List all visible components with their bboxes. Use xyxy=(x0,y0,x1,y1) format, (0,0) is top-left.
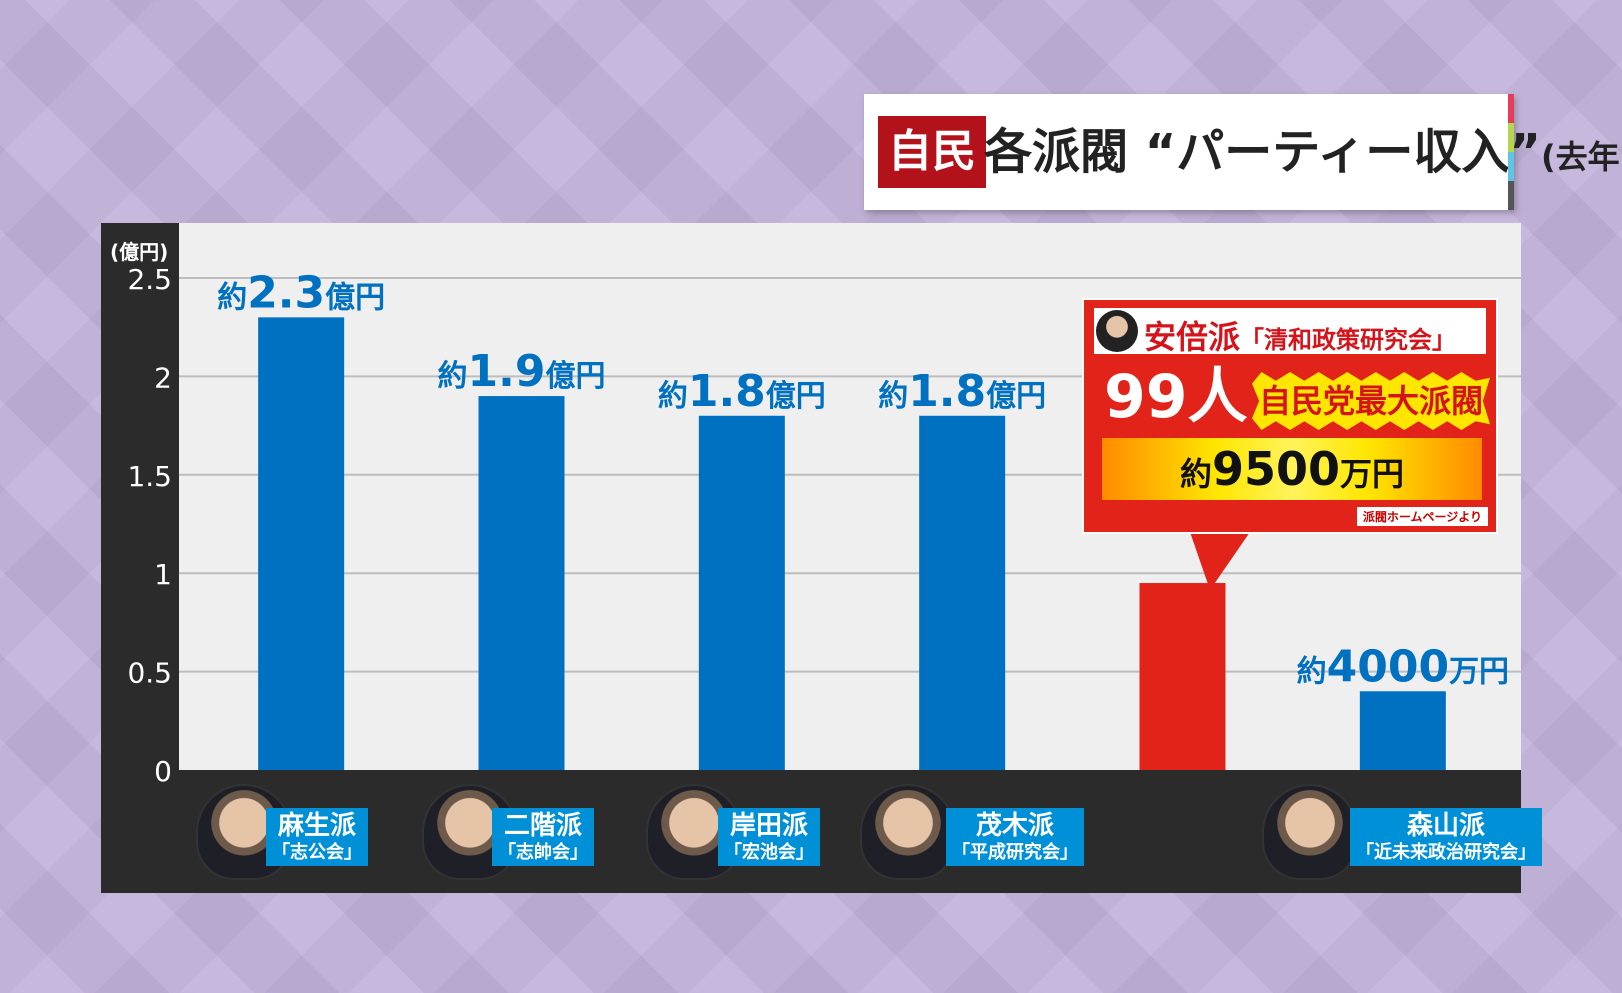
faction-name: 二階派 xyxy=(503,811,582,841)
callout-group-name: 「清和政策研究会」 xyxy=(1240,326,1457,354)
stripe-1 xyxy=(1508,94,1514,123)
callout-faction-name: 安倍派 xyxy=(1144,318,1241,356)
y-tick-label: 1.5 xyxy=(127,460,172,493)
abe-faction-callout: 安倍派「清和政策研究会」 99人 自民党最大派閥 約9500万円 派閥ホームペー… xyxy=(1082,298,1498,534)
moriyama-portrait xyxy=(1262,784,1358,880)
y-tick-label: 1 xyxy=(154,558,172,591)
bar-二階派 xyxy=(478,396,565,770)
amount-number: 9500 xyxy=(1211,442,1341,496)
source-note: 派閥ホームページより xyxy=(1356,507,1488,526)
party-badge: 自民 xyxy=(878,116,986,188)
amount-unit: 万円 xyxy=(1340,455,1405,493)
faction-name: 森山派 xyxy=(1406,811,1485,841)
bar-value-label: 約4000万円 xyxy=(1297,641,1509,692)
bar-茂木派 xyxy=(919,415,1006,770)
amount-prefix: 約 xyxy=(1179,455,1212,493)
callout-header: 安倍派「清和政策研究会」 xyxy=(1094,308,1486,356)
callout-pointer xyxy=(1190,532,1250,590)
motegi-portrait xyxy=(860,784,956,880)
faction-tag-nikai: 二階派 「志帥会」 xyxy=(492,808,594,866)
faction-tag-moriyama: 森山派 「近未来政治研究会」 xyxy=(1350,808,1542,866)
title-stripes xyxy=(1508,94,1514,210)
faction-tag-motegi: 茂木派 「平成研究会」 xyxy=(946,808,1084,866)
title-box: 自民 各派閥 “パーティー収入”(去年) xyxy=(864,94,1622,210)
abe-income-amount: 約9500万円 xyxy=(1102,438,1482,500)
y-tick-label: 0 xyxy=(154,755,172,788)
stripe-2 xyxy=(1508,123,1514,152)
stripe-4 xyxy=(1508,181,1514,210)
faction-group: 「宏池会」 xyxy=(724,842,814,863)
bar-value-label: 約1.8億円 xyxy=(878,366,1046,417)
faction-group: 「志公会」 xyxy=(272,842,362,863)
bar-安倍派 xyxy=(1139,583,1226,770)
chart-title: 各派閥 “パーティー収入”(去年) xyxy=(984,116,1622,193)
stripe-3 xyxy=(1508,152,1514,181)
y-tick-label: 2 xyxy=(154,361,172,394)
y-tick-label: 0.5 xyxy=(127,657,172,690)
faction-name: 麻生派 xyxy=(277,811,356,841)
bar-岸田派 xyxy=(698,415,785,770)
bar-麻生派 xyxy=(258,317,345,770)
bar-value-label: 約2.3億円 xyxy=(217,267,385,318)
faction-group: 「近未来政治研究会」 xyxy=(1356,842,1536,863)
faction-tag-aso: 麻生派 「志公会」 xyxy=(266,808,368,866)
abe-portrait xyxy=(1096,310,1138,352)
faction-group: 「平成研究会」 xyxy=(952,842,1078,863)
largest-faction-badge: 自民党最大派閥 xyxy=(1252,372,1490,430)
faction-name: 茂木派 xyxy=(975,811,1054,841)
bar-森山派 xyxy=(1359,691,1446,770)
callout-faction: 安倍派「清和政策研究会」 xyxy=(1144,312,1456,358)
y-tick-label: 2.5 xyxy=(127,263,172,296)
chart-title-main: 各派閥 “パーティー収入” xyxy=(984,124,1541,180)
faction-group: 「志帥会」 xyxy=(498,842,588,863)
faction-name: 岸田派 xyxy=(729,811,808,841)
y-axis-unit-label: (億円) xyxy=(110,240,169,264)
chart-title-year: (去年) xyxy=(1540,138,1622,176)
member-count: 99人 xyxy=(1104,362,1248,432)
faction-tag-kishida: 岸田派 「宏池会」 xyxy=(718,808,820,866)
bar-value-label: 約1.9億円 xyxy=(438,346,606,397)
bar-value-label: 約1.8億円 xyxy=(658,366,826,417)
